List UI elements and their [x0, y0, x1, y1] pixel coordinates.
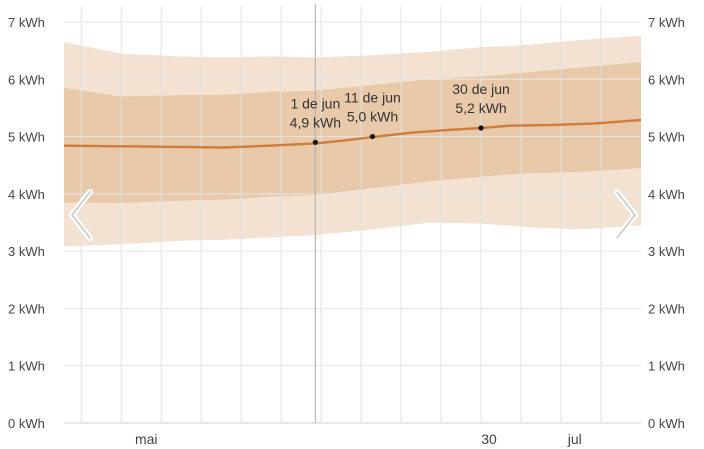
- annotation-value: 5,2 kWh: [455, 100, 506, 116]
- annotation-marker: [369, 133, 376, 140]
- annotation-marker: [478, 125, 484, 131]
- annotation-value: 4,9 kWh: [290, 114, 341, 130]
- annotation-date: 30 de jun: [452, 81, 510, 97]
- y-tick-label-right: 7 kWh: [648, 15, 685, 30]
- y-tick-label-right: 0 kWh: [648, 416, 685, 431]
- x-tick-label: 30: [481, 431, 497, 447]
- y-tick-label-left: 3 kWh: [8, 244, 45, 259]
- annotation-value: 5,0 kWh: [347, 109, 398, 125]
- annotation-marker: [312, 139, 318, 145]
- y-tick-label-right: 6 kWh: [648, 72, 685, 87]
- y-tick-label-right: 5 kWh: [648, 130, 685, 145]
- y-tick-label-right: 4 kWh: [648, 187, 685, 202]
- chart-navigation: [69, 189, 638, 241]
- x-axis: mai 30 jul: [135, 431, 582, 447]
- y-axis-right: 0 kWh 1 kWh 2 kWh 3 kWh 4 kWh 5 kWh 6 kWh 7 kWh: [648, 15, 685, 431]
- chevron-left-icon-outline: [71, 191, 91, 239]
- confidence-bands: [64, 35, 641, 247]
- y-axis-left: 0 kWh 1 kWh 2 kWh 3 kWh 4 kWh 5 kWh 6 kWh 7 kWh: [8, 15, 45, 431]
- y-tick-label-left: 5 kWh: [8, 130, 45, 145]
- annotation-date: 1 de jun: [290, 95, 340, 111]
- y-tick-label-left: 6 kWh: [8, 72, 45, 87]
- grid-lines: [64, 6, 641, 424]
- y-tick-label-left: 0 kWh: [8, 416, 45, 431]
- x-tick-label: mai: [135, 431, 158, 447]
- annotation-date: 11 de jun: [344, 90, 401, 106]
- y-tick-label-left: 7 kWh: [8, 15, 45, 30]
- y-tick-label-right: 3 kWh: [648, 244, 685, 259]
- chevron-right-icon-outline: [616, 191, 636, 239]
- y-tick-label-left: 2 kWh: [8, 301, 45, 316]
- y-tick-label-right: 1 kWh: [648, 359, 685, 374]
- inner-confidence-band: [64, 62, 641, 203]
- y-tick-label-left: 1 kWh: [8, 359, 45, 374]
- x-tick-label: jul: [567, 431, 582, 447]
- y-tick-label-right: 2 kWh: [648, 301, 685, 316]
- y-tick-label-left: 4 kWh: [8, 187, 45, 202]
